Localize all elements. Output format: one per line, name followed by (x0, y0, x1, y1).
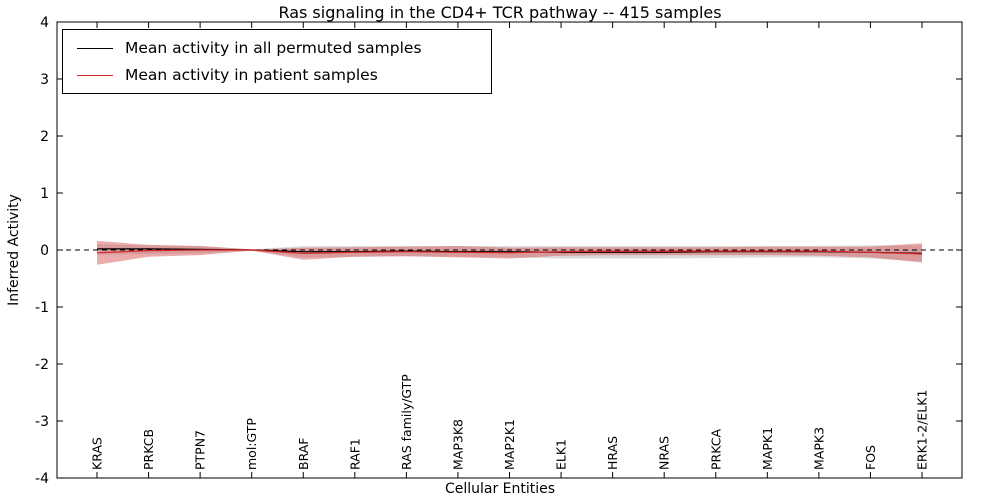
y-tick-label: -4 (35, 471, 49, 487)
y-tick-label: -1 (35, 300, 49, 316)
legend: Mean activity in all permuted samples Me… (62, 29, 492, 94)
x-tick-label: BRAF (296, 438, 311, 471)
y-tick-label: 1 (40, 186, 49, 202)
permuted-line-swatch (77, 47, 113, 49)
chart-title: Ras signaling in the CD4+ TCR pathway --… (278, 3, 722, 22)
x-tick-label: MAP2K1 (502, 419, 517, 470)
legend-label-permuted: Mean activity in all permuted samples (125, 39, 422, 57)
x-tick-label: NRAS (657, 436, 672, 470)
legend-label-patient: Mean activity in patient samples (125, 66, 378, 84)
x-tick-label: PRKCA (708, 429, 723, 470)
y-tick-label: -3 (35, 414, 49, 430)
legend-item-patient: Mean activity in patient samples (77, 66, 475, 84)
x-tick-label: MAPK1 (760, 427, 775, 470)
y-tick-label: 2 (40, 129, 49, 145)
y-axis-label: Inferred Activity (6, 194, 22, 306)
x-tick-label: ELK1 (554, 439, 569, 470)
patient-mean-line (96, 249, 923, 255)
x-tick-label: RAF1 (347, 438, 362, 470)
y-tick-label: 0 (40, 243, 49, 259)
x-tick-label: MAPK3 (811, 427, 826, 470)
y-tick-label: 3 (40, 72, 49, 88)
x-tick-label: MAP3K8 (450, 419, 465, 470)
x-tick-label: ERK1-2/ELK1 (915, 390, 930, 470)
x-tick-label: PRKCB (141, 429, 156, 470)
x-axis-label: Cellular Entities (444, 481, 556, 497)
x-tick-label: PTPN7 (193, 430, 208, 470)
x-tick-label: KRAS (90, 437, 105, 470)
x-tick-label: FOS (863, 445, 878, 470)
y-tick-label: -2 (35, 357, 49, 373)
x-tick-label: mol:GTP (244, 418, 259, 470)
y-tick-label: 4 (40, 15, 49, 31)
x-tick-label: RAS family/GTP (399, 374, 414, 470)
patient-line-swatch (77, 74, 113, 76)
x-tick-label: HRAS (605, 436, 620, 470)
legend-item-permuted: Mean activity in all permuted samples (77, 39, 475, 57)
